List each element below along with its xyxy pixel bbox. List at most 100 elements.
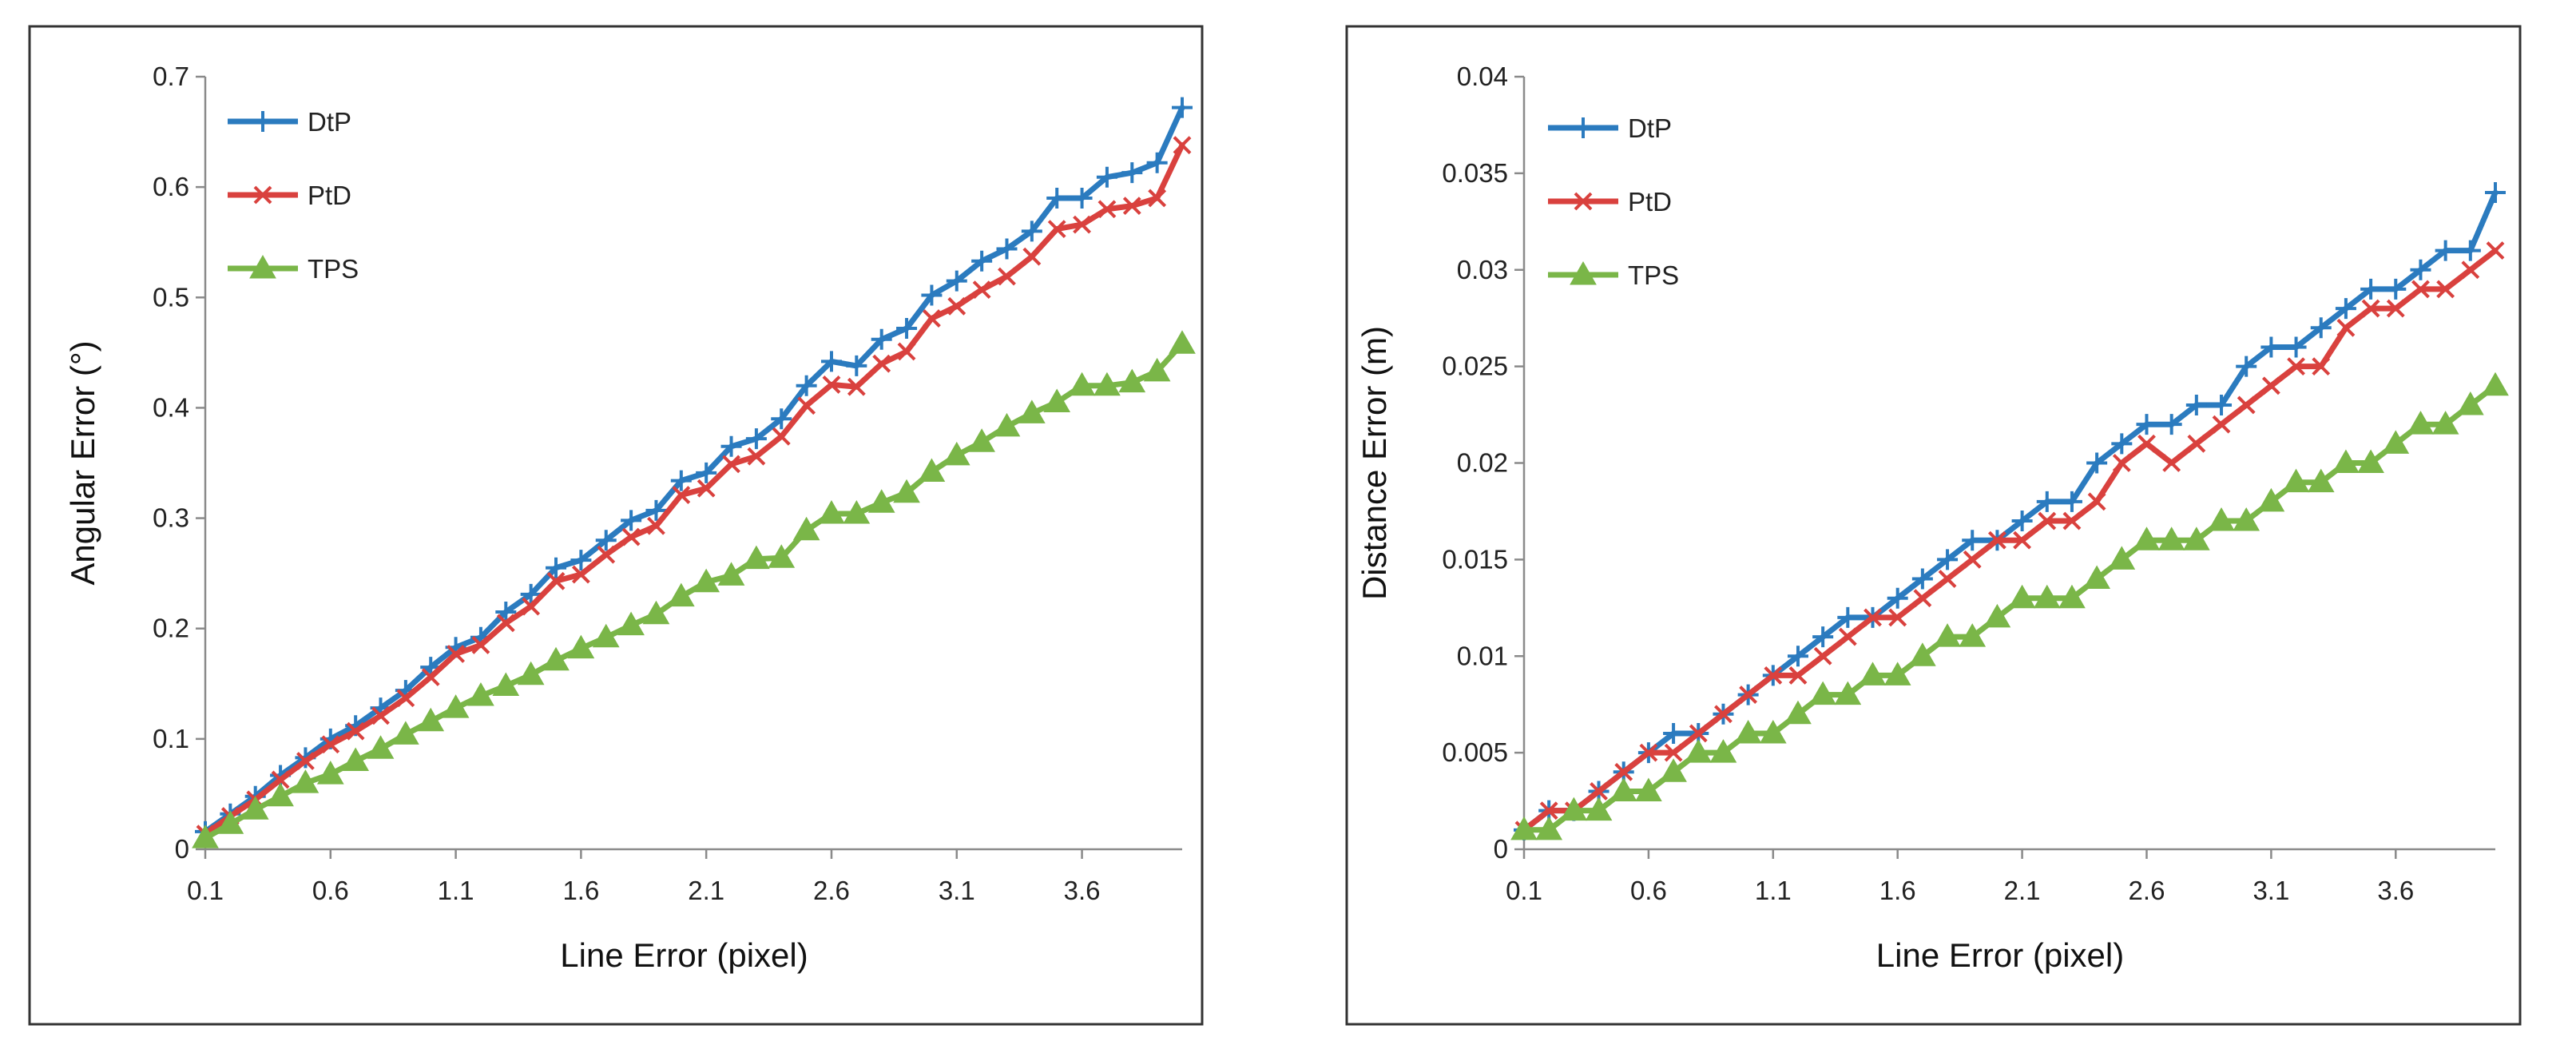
data-point-dtp xyxy=(796,375,817,396)
data-point-tps xyxy=(1560,797,1588,821)
legend-label-tps: TPS xyxy=(1628,260,1679,290)
angular-error-chart: 0 0.1 0.2 0.3 0.4 0.5 0.6 0.7 0.1 0.6 1.1 1.6 2.1 2.6… xyxy=(28,25,1204,1026)
data-point-ptd xyxy=(2212,415,2231,434)
data-point-tps xyxy=(693,568,720,593)
data-point-tps xyxy=(2431,411,2459,435)
data-point-ptd xyxy=(1664,743,1683,762)
x-tick-label: 3.1 xyxy=(2253,876,2289,905)
y-tick-label: 0.005 xyxy=(1442,737,1508,767)
data-point-tps xyxy=(567,634,595,659)
data-point-dtp xyxy=(820,351,842,372)
data-point-tps xyxy=(2233,507,2260,531)
data-point-tps xyxy=(1510,816,1538,840)
y-tick-label: 0.02 xyxy=(1457,448,1508,478)
data-point-ptd xyxy=(2461,260,2480,280)
data-point-dtp xyxy=(520,583,542,605)
data-point-dtp xyxy=(621,510,642,531)
series-tps xyxy=(1510,372,2509,840)
data-point-ptd xyxy=(922,309,941,328)
data-point-ptd xyxy=(571,565,590,584)
data-point-dtp xyxy=(1887,587,1908,609)
data-point-dtp xyxy=(2086,452,2108,474)
data-point-tps xyxy=(392,721,419,745)
data-point-ptd xyxy=(1173,136,1192,155)
series-tps xyxy=(192,330,1196,848)
data-point-dtp xyxy=(1812,626,1834,648)
data-point-dtp xyxy=(696,462,717,483)
data-point-dtp xyxy=(2310,317,2332,339)
data-point-tps xyxy=(192,825,219,848)
x-tick-label: 3.6 xyxy=(1064,876,1101,905)
x-tick-label: 3.1 xyxy=(939,876,975,905)
legend-marker-tps xyxy=(1570,260,1597,285)
data-point-ptd xyxy=(1864,608,1882,627)
data-point-dtp xyxy=(2061,491,2082,512)
series-line-dtp xyxy=(202,105,1185,835)
data-point-tps xyxy=(617,611,645,636)
data-point-tps xyxy=(1585,797,1613,821)
data-point-dtp xyxy=(2236,356,2257,377)
data-point-ptd xyxy=(1888,608,1907,627)
data-point-dtp xyxy=(670,470,692,491)
legend: DtP PtD TPS xyxy=(228,107,359,284)
data-point-ptd xyxy=(772,427,791,446)
data-point-tps xyxy=(642,600,670,625)
data-point-tps xyxy=(216,810,244,834)
y-tick-label: 0.7 xyxy=(153,62,189,91)
data-point-dtp xyxy=(2260,336,2282,358)
data-point-ptd xyxy=(2386,299,2405,318)
data-point-tps xyxy=(2257,487,2285,512)
data-point-ptd xyxy=(1813,646,1832,666)
y-tick-label: 0.03 xyxy=(1457,255,1508,284)
data-point-dtp xyxy=(2136,414,2157,435)
x-tick-label: 0.1 xyxy=(187,876,224,905)
data-point-dtp xyxy=(921,284,943,306)
data-point-ptd xyxy=(496,614,515,633)
data-point-dtp xyxy=(896,317,918,339)
data-point-tps xyxy=(2157,526,2185,550)
data-point-dtp xyxy=(2161,414,2182,435)
data-point-ptd xyxy=(346,721,365,741)
data-point-tps xyxy=(1834,681,1862,705)
data-point-ptd xyxy=(396,689,415,708)
y-tick-label: 0.015 xyxy=(1442,544,1508,574)
data-point-tps xyxy=(2357,449,2384,473)
data-point-tps xyxy=(2182,526,2210,550)
y-tick-label: 0.1 xyxy=(153,724,189,753)
data-point-tps xyxy=(1018,399,1046,423)
chart-frame xyxy=(28,25,1204,1026)
data-point-tps xyxy=(1784,700,1812,725)
data-point-tps xyxy=(2083,565,2110,590)
data-point-tps xyxy=(1759,719,1787,744)
data-point-ptd xyxy=(271,770,290,789)
data-point-ptd xyxy=(2062,511,2082,530)
data-point-dtp xyxy=(1663,722,1685,744)
x-tick-label: 2.6 xyxy=(813,876,850,905)
legend-marker-ptd xyxy=(253,185,272,205)
x-tick-label: 2.1 xyxy=(2004,876,2041,905)
data-point-dtp xyxy=(645,499,667,521)
data-point-ptd xyxy=(697,479,716,498)
data-point-tps xyxy=(2407,411,2435,435)
data-point-dtp xyxy=(1937,549,1959,570)
data-point-tps xyxy=(367,735,395,759)
data-point-tps xyxy=(743,545,770,570)
data-point-tps xyxy=(1169,330,1196,354)
data-point-dtp xyxy=(2211,394,2233,415)
data-point-tps xyxy=(292,769,320,793)
y-tick-label: 0 xyxy=(1494,834,1508,864)
y-tick-label: 0.01 xyxy=(1457,641,1508,670)
data-point-tps xyxy=(717,562,745,586)
data-point-dtp xyxy=(871,328,892,350)
data-point-dtp xyxy=(1096,166,1117,188)
series-line-ptd xyxy=(1521,248,2499,833)
data-point-tps xyxy=(2456,391,2484,415)
data-point-tps xyxy=(467,681,494,706)
data-point-tps xyxy=(2332,449,2360,473)
data-point-dtp xyxy=(2410,259,2431,280)
data-point-ptd xyxy=(597,545,616,564)
data-point-dtp xyxy=(1172,97,1193,118)
data-point-tps xyxy=(1859,662,1887,685)
data-point-ptd xyxy=(321,735,340,754)
